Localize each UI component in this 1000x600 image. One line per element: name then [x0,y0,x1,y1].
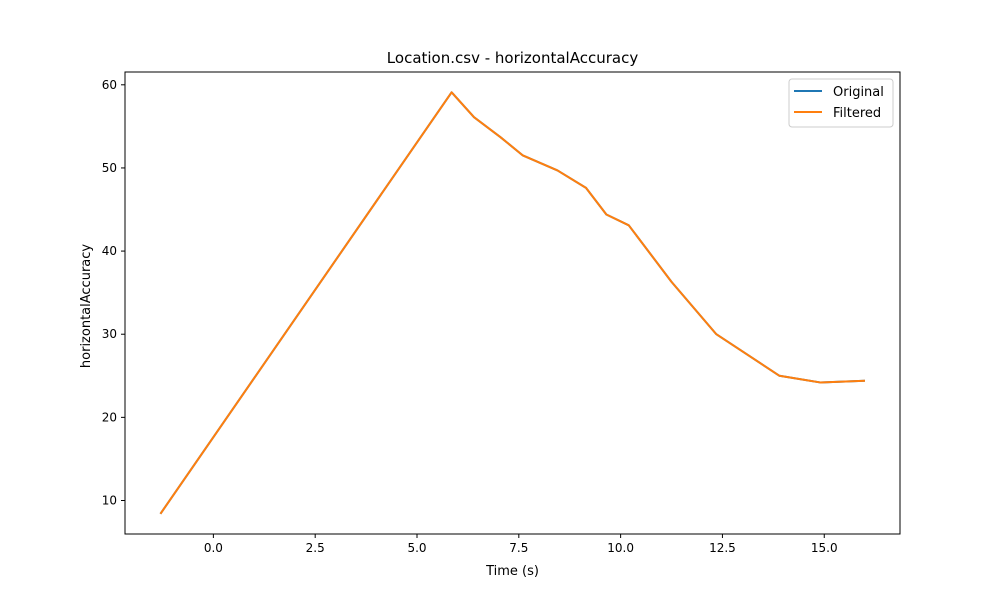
y-tick-label: 60 [102,78,117,92]
x-tick-label: 0.0 [204,541,223,555]
series-line-filtered [159,91,866,515]
y-tick-label: 20 [102,410,117,424]
series-lines [159,91,866,515]
x-tick-label: 15.0 [811,541,838,555]
x-tick-label: 5.0 [407,541,426,555]
x-axis-label: Time (s) [485,564,539,579]
y-axis-label: horizontalAccuracy [79,244,94,368]
legend: Original Filtered [788,78,894,128]
chart-title: Location.csv - horizontalAccuracy [387,49,639,67]
y-tick-label: 10 [102,493,117,507]
x-tick-label: 10.0 [607,541,634,555]
y-tick-label: 50 [102,161,117,175]
y-tick-label: 40 [102,244,117,258]
plot-area-frame [124,71,901,535]
axis-ticks: 0.0 2.5 5.0 7.5 10.0 12.5 15.0 10 20 30 40 50 60 [102,78,838,555]
x-tick-label: 2.5 [306,541,325,555]
legend-label-original: Original [833,85,884,100]
x-tick-label: 12.5 [709,541,736,555]
legend-label-filtered: Filtered [833,106,881,121]
y-tick-label: 30 [102,327,117,341]
x-tick-label: 7.5 [509,541,528,555]
